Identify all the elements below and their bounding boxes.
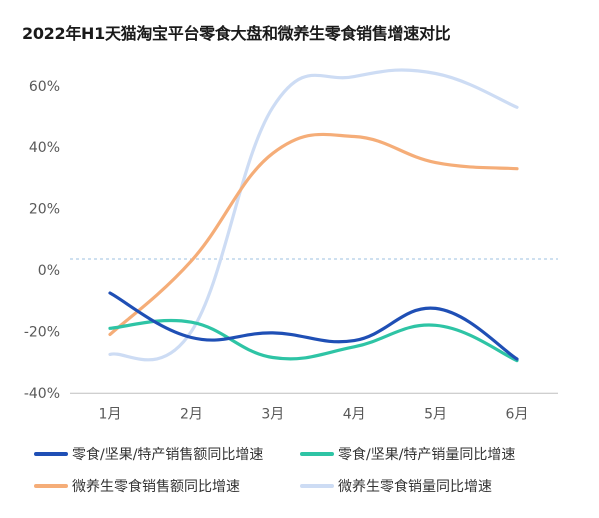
y-axis-ticks: 60% 40% 20% 0% -20% -40%: [24, 79, 60, 402]
legend-label: 零食/坚果/特产销售额同比增速: [72, 447, 264, 463]
x-tick-label: 3月: [261, 406, 284, 422]
legend-swatch: [300, 452, 334, 456]
legend-label: 微养生零食销售额同比增速: [72, 479, 240, 495]
legend-swatch: [34, 452, 68, 456]
y-tick-label: -40%: [24, 386, 60, 402]
legend-item-sales-volume: 零食/坚果/特产销量同比增速: [300, 444, 515, 464]
x-tick-label: 6月: [506, 406, 529, 422]
x-axis-ticks: 1月 2月 3月 4月 5月 6月: [99, 406, 529, 422]
legend-swatch: [34, 484, 68, 488]
x-tick-label: 5月: [424, 406, 447, 422]
y-tick-label: 60%: [29, 79, 60, 95]
x-tick-label: 1月: [99, 406, 122, 422]
y-tick-label: -20%: [24, 324, 60, 340]
legend-item-health-sales-volume: 微养生零食销量同比增速: [300, 476, 492, 496]
chart-title: 2022年H1天猫淘宝平台零食大盘和微养生零食销售增速对比: [22, 24, 451, 43]
legend-item-sales-value: 零食/坚果/特产销售额同比增速: [34, 444, 263, 464]
legend-swatch: [300, 484, 334, 488]
series-layer: [108, 68, 519, 363]
x-tick-label: 2月: [180, 406, 203, 422]
legend-item-health-sales-value: 微养生零食销售额同比增速: [34, 476, 240, 496]
series-line-2: [108, 132, 519, 337]
series-line-1: [108, 318, 519, 363]
y-tick-label: 20%: [29, 202, 60, 218]
legend-label: 微养生零食销量同比增速: [338, 479, 492, 495]
line-chart: 60% 40% 20% 0% -20% -40% 1月 2月 3月 4月 5月 6月: [24, 68, 558, 422]
y-tick-label: 0%: [38, 263, 60, 279]
series-line-0: [108, 291, 519, 361]
series-line-3: [108, 68, 519, 362]
x-tick-label: 4月: [343, 406, 366, 422]
y-tick-label: 40%: [29, 140, 60, 156]
legend-label: 零食/坚果/特产销量同比增速: [338, 447, 516, 463]
